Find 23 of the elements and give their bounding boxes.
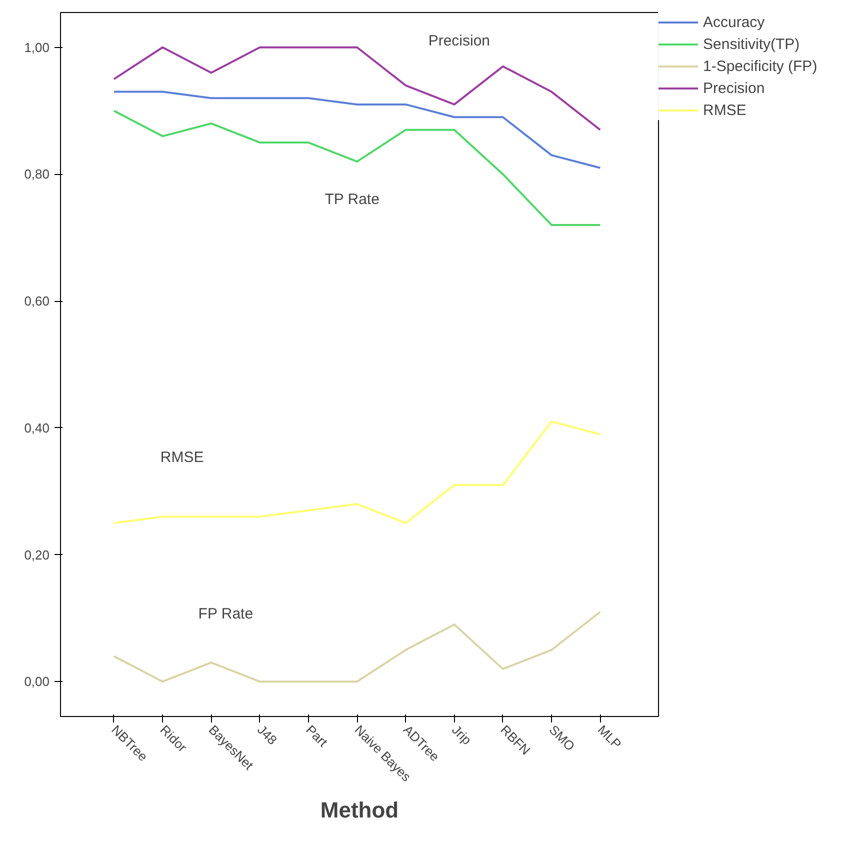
line-series bbox=[112, 46, 602, 131]
annotation: TP Rate bbox=[324, 191, 380, 208]
line-series bbox=[112, 420, 602, 524]
legend-label: Sensitivity(TP) bbox=[703, 36, 800, 52]
annotation: FP Rate bbox=[198, 605, 254, 622]
y-tick-label: 0,20 bbox=[24, 547, 50, 562]
legend-label: Accuracy bbox=[703, 14, 765, 30]
y-tick-label: 0,40 bbox=[24, 420, 50, 436]
line-series bbox=[112, 110, 602, 226]
x-tick-label: J48 bbox=[254, 722, 280, 748]
legend-label: 1-Specificity (FP) bbox=[703, 58, 818, 74]
x-axis-title: Method bbox=[320, 798, 399, 823]
annotation: RMSE bbox=[160, 449, 204, 466]
legend-label: Precision bbox=[703, 80, 765, 96]
line-series bbox=[112, 90, 602, 169]
y-tick-label: 0,60 bbox=[24, 294, 50, 309]
annotation: Precision bbox=[428, 32, 490, 50]
y-tick-label: 0,00 bbox=[24, 674, 50, 690]
x-tick-label: MLP bbox=[594, 722, 624, 752]
legend-label: RMSE bbox=[703, 102, 746, 118]
y-tick-label: 1,00 bbox=[24, 40, 50, 55]
y-tick-label: 0,80 bbox=[24, 166, 50, 182]
x-tick-label: Jrip bbox=[449, 722, 474, 748]
